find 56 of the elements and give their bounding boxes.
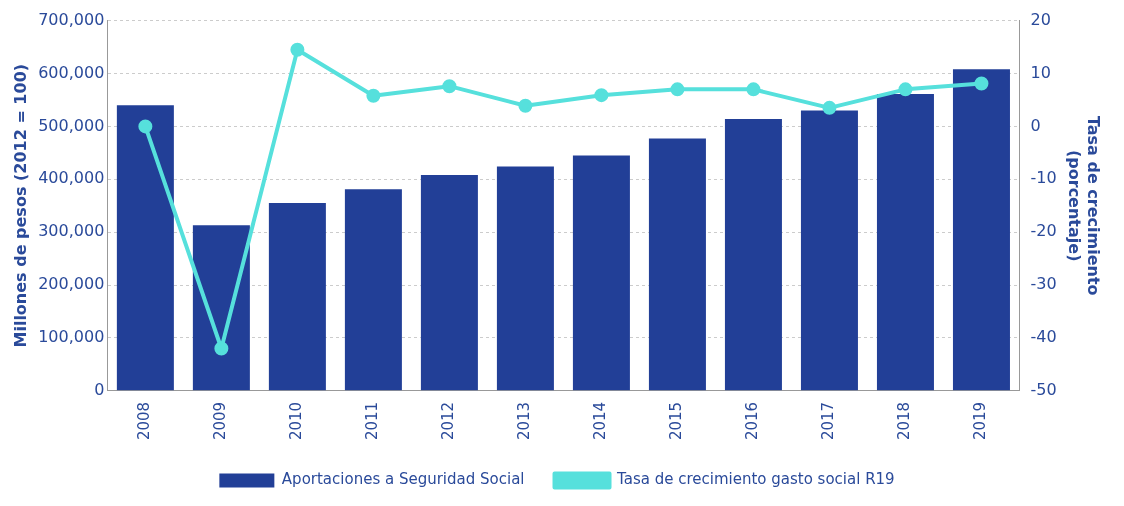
y-tick-label: 200,000: [38, 274, 105, 294]
y-tick-label: 0: [94, 379, 105, 399]
x-tick-label: 2013: [515, 401, 534, 441]
y2-tick-label: 20: [1030, 9, 1051, 29]
legend-label: Aportaciones a Seguridad Social: [281, 470, 525, 489]
point: [442, 79, 457, 94]
point: [974, 76, 989, 91]
bar: [116, 105, 174, 391]
bar: [420, 175, 478, 391]
y2-tick-label: -40: [1030, 327, 1057, 347]
y2-tick-label: 0: [1030, 115, 1041, 135]
bar: [876, 94, 934, 391]
x-tick-label: 2012: [439, 401, 458, 441]
point: [214, 341, 229, 356]
point: [670, 82, 685, 97]
bar: [496, 166, 554, 391]
bar: [952, 69, 1010, 391]
point: [594, 88, 609, 103]
bar: [800, 110, 858, 391]
y-tick-label: 400,000: [38, 168, 105, 188]
point: [822, 100, 837, 115]
point: [746, 82, 761, 97]
bar: [192, 225, 250, 391]
x-tick-label: 2019: [971, 401, 990, 441]
bar: [344, 189, 402, 391]
legend-label: Tasa de crecimiento gasto social R19: [616, 470, 895, 489]
y-tick-label: 300,000: [38, 221, 105, 241]
x-tick-label: 2011: [363, 401, 382, 441]
point: [138, 119, 153, 134]
x-tick-label: 2009: [211, 401, 230, 441]
bar: [648, 138, 706, 391]
y2-tick-label: 10: [1030, 62, 1051, 82]
bar: [724, 118, 782, 391]
y2-axis-title: Tasa de crecimiento (porcentaje): [1065, 115, 1104, 296]
y-tick-label: 700,000: [38, 9, 105, 29]
x-tick-label: 2017: [819, 401, 838, 441]
y2-tick-label: -20: [1030, 221, 1057, 241]
bar: [572, 155, 630, 391]
point: [898, 82, 913, 97]
x-tick-label: 2015: [667, 401, 686, 441]
y-tick-label: 100,000: [38, 327, 105, 347]
y-axis-title: Millones de pesos (2012 = 100): [10, 63, 30, 348]
y2-tick-label: -50: [1030, 379, 1057, 399]
point: [366, 88, 381, 103]
y-tick-label: 500,000: [38, 115, 105, 135]
point: [290, 42, 305, 57]
y2-tick-label: -30: [1030, 274, 1057, 294]
x-tick-label: 2008: [135, 401, 154, 441]
y2-tick-label: -10: [1030, 168, 1057, 188]
y-tick-label: 600,000: [38, 62, 105, 82]
point: [518, 98, 533, 113]
x-tick-label: 2016: [743, 401, 762, 441]
bar: [268, 203, 326, 391]
x-tick-label: 2014: [591, 401, 610, 441]
x-tick-label: 2018: [895, 401, 914, 441]
x-tick-label: 2010: [287, 401, 306, 441]
